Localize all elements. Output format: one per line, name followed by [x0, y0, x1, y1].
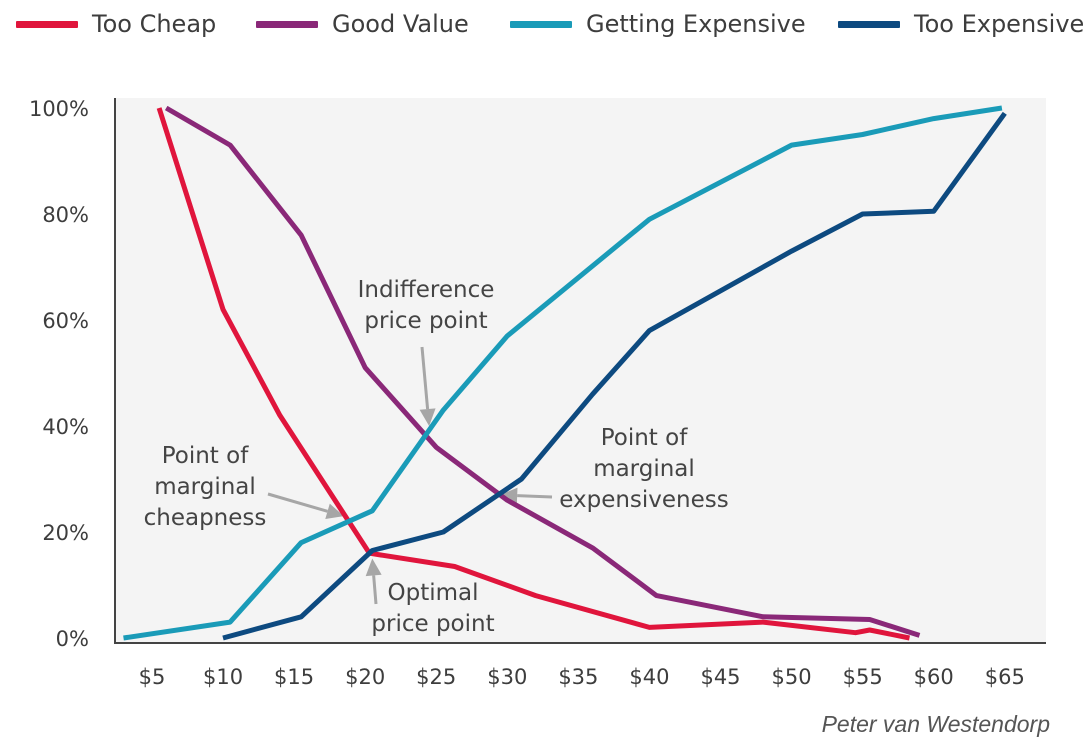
- annotation-arrow-shaft: [420, 346, 430, 410]
- annotation-arrow-head: [365, 558, 382, 577]
- series-line-getting-expensive: [123, 105, 1003, 641]
- legend-label-too-expensive: Too Expensive: [914, 10, 1085, 38]
- x-tick-label: $45: [700, 665, 740, 689]
- annotation-texts: Indifference price point Point of marginal c…: [144, 277, 729, 637]
- credit: Peter van Westendorp: [821, 711, 1050, 737]
- series-lines: [123, 105, 1007, 641]
- legend-label-good-value: Good Value: [332, 10, 469, 38]
- annotation-indifference-line: price point: [364, 308, 487, 334]
- x-tick-label: $20: [345, 665, 385, 689]
- x-tick-label: $60: [914, 665, 954, 689]
- y-tick-label: 0%: [56, 627, 89, 651]
- legend-label-too-cheap: Too Cheap: [92, 10, 217, 38]
- series-line-good-value: [164, 105, 921, 638]
- legend: Too Cheap Good Value Getting Expensive T…: [0, 0, 1092, 48]
- annotation-arrow-shaft: [372, 575, 378, 605]
- x-tick-label: $40: [629, 665, 669, 689]
- x-tick-label: $35: [558, 665, 598, 689]
- x-tick-label: $30: [487, 665, 527, 689]
- x-tick-label: $15: [274, 665, 314, 689]
- x-tick-label: $25: [416, 665, 456, 689]
- annotation-arrows: [267, 346, 553, 605]
- annotation-arrow-shaft: [267, 492, 328, 513]
- legend-swatch-good-value: [256, 20, 318, 28]
- legend-swatch-too-expensive: [838, 20, 900, 28]
- annotation-marginal-cheapness-line: marginal: [154, 474, 256, 500]
- legend-item-too-cheap[interactable]: Too Cheap: [16, 10, 216, 38]
- annotation-marginal-expensiveness-line: Point of: [601, 425, 688, 451]
- y-tick-label: 100%: [29, 97, 89, 121]
- annotation-arrow-head: [419, 408, 436, 426]
- annotation-marginal-expensiveness-line: marginal: [593, 456, 695, 482]
- annotation-arrow-head: [325, 503, 344, 520]
- annotation-marginal-expensiveness-line: expensiveness: [559, 487, 729, 513]
- plot-area: [115, 98, 1046, 643]
- y-tick-label: 60%: [42, 309, 89, 333]
- y-tick-label: 20%: [42, 521, 89, 545]
- x-ticks: $5 $10 $15 $20 $25 $30 $35 $40 $45 $50 $55 $60 $65: [139, 665, 1025, 689]
- x-tick-label: $50: [772, 665, 812, 689]
- legend-label-getting-expensive: Getting Expensive: [586, 10, 806, 38]
- y-ticks: 0% 20% 40% 60% 80% 100%: [29, 97, 89, 651]
- legend-item-too-expensive[interactable]: Too Expensive: [838, 10, 1084, 38]
- annotation-optimal-line: Optimal: [387, 580, 478, 606]
- x-tick-label: $55: [843, 665, 883, 689]
- annotation-marginal-cheapness-line: cheapness: [144, 505, 267, 531]
- series-line-too-cheap: [156, 107, 910, 641]
- legend-swatch-getting-expensive: [510, 20, 572, 28]
- x-tick-label: $5: [139, 665, 166, 689]
- annotation-indifference-line: Indifference: [358, 277, 495, 303]
- legend-item-getting-expensive[interactable]: Getting Expensive: [510, 10, 806, 38]
- legend-item-good-value[interactable]: Good Value: [256, 10, 469, 38]
- x-tick-label: $10: [203, 665, 243, 689]
- annotation-arrow-shaft: [517, 494, 553, 499]
- y-tick-label: 40%: [42, 415, 89, 439]
- annotation-optimal-line: price point: [371, 611, 494, 637]
- y-tick-label: 80%: [42, 203, 89, 227]
- series-line-too-expensive: [222, 111, 1007, 641]
- annotation-arrow-head: [500, 487, 518, 504]
- legend-swatch-too-cheap: [16, 20, 78, 28]
- annotation-marginal-cheapness-line: Point of: [162, 443, 249, 469]
- x-tick-label: $65: [985, 665, 1025, 689]
